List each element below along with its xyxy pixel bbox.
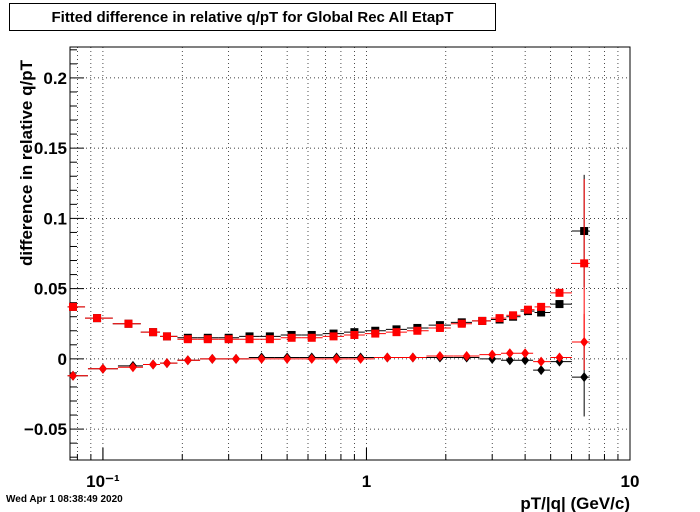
y-tick-label: 0 [58,350,67,369]
data-point-diamond [69,370,78,381]
data-point-square [392,328,401,337]
data-point-square [149,328,158,337]
data-point-square [580,259,589,268]
data-point-diamond [208,353,217,364]
data-point-square [124,319,133,328]
y-axis-ticks: −0.05 0 0.05 0.1 0.15 0.2 [24,49,84,458]
data-point-square [413,326,422,335]
data-point-square [350,330,359,339]
data-point-diamond [332,353,341,364]
data-point-square [203,335,212,344]
data-point-square [555,300,564,309]
plot-frame [69,46,631,461]
data-point-square [329,332,338,341]
data-point-diamond [555,352,564,363]
data-point-diamond [232,353,241,364]
data-point-square [478,316,487,325]
data-point-diamond [98,363,107,374]
data-point-square [523,305,532,314]
x-tick-label: 1 [362,472,371,491]
data-point-diamond [580,337,589,347]
data-point-diamond [356,353,365,364]
data-point-diamond [283,353,292,364]
data-point-diamond [183,355,192,366]
timestamp: Wed Apr 1 08:38:49 2020 [6,494,123,505]
x-tick-label: 10⁻¹ [86,472,120,491]
data-point-diamond [383,352,392,363]
chart-title: Fitted difference in relative q/pT for G… [51,8,454,26]
data-point-diamond [435,351,444,362]
data-point-diamond [505,348,514,359]
data-point-diamond [488,349,497,360]
data-point-diamond [537,365,546,376]
y-tick-label: −0.05 [24,420,67,439]
data-point-square [69,302,78,311]
data-point-square [537,308,546,317]
x-tick-label: 10 [621,472,640,491]
y-tick-label: 0.05 [34,280,67,299]
data-marks [67,174,590,417]
data-point-diamond [408,352,417,363]
data-point-square [457,319,466,328]
data-point-square [307,333,316,342]
chart-title-box: Fitted difference in relative q/pT for G… [9,3,496,31]
data-point-diamond [462,351,471,362]
x-axis-ticks: 10⁻¹ 1 10 [76,448,640,491]
data-point-square [224,335,233,344]
series-3 [67,313,590,381]
data-point-square [495,314,504,323]
data-point-square [265,335,274,344]
data-point-diamond [580,372,589,383]
data-point-square [435,323,444,332]
y-tick-label: 0.1 [43,209,67,228]
data-point-square [162,332,171,341]
data-point-square [287,333,296,342]
data-point-diamond [149,359,158,370]
data-point-diamond [307,353,316,364]
data-point-square [371,329,380,338]
y-tick-label: 0.2 [43,69,67,88]
data-point-diamond [162,358,171,369]
data-point-diamond [505,355,514,366]
data-point-square [93,314,102,323]
data-point-square [183,335,192,344]
data-point-square [509,311,518,320]
data-point-diamond [537,356,546,367]
x-axis-label: pT/|q| (GeV/c) [520,494,630,512]
data-point-diamond [128,362,137,373]
data-point-square [537,302,546,311]
data-point-diamond [257,353,266,364]
data-point-diamond [521,348,530,359]
y-tick-label: 0.15 [34,139,67,158]
data-point-square [245,335,254,344]
data-point-diamond [521,355,530,366]
data-point-square [555,288,564,297]
y-axis-label: difference in relative q/pT [17,59,36,266]
